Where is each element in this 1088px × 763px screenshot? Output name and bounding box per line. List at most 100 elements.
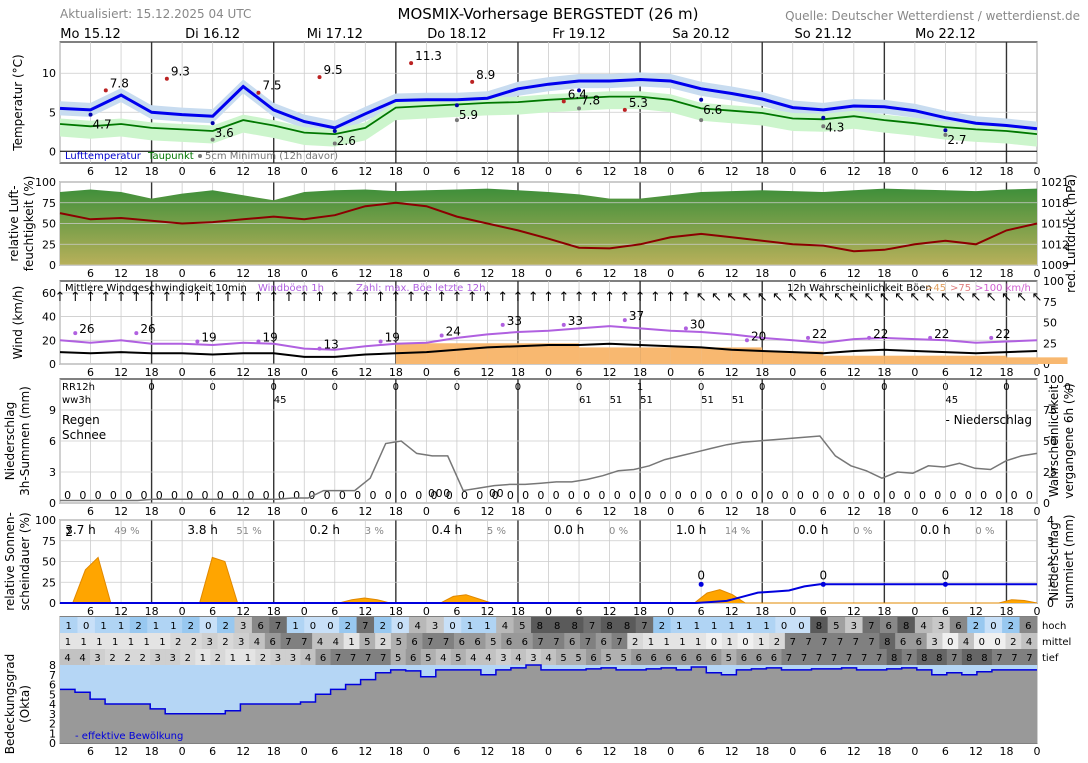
y-axis-label-2: scheindauer (%) xyxy=(18,512,32,610)
cloud-cell xyxy=(280,633,297,649)
hour-tick: 0 xyxy=(667,745,674,758)
max-gust-point xyxy=(195,339,200,344)
hour-tick: 12 xyxy=(847,605,861,618)
cloud-cell-value: 1 xyxy=(200,653,206,664)
hour-tick: 12 xyxy=(236,165,250,178)
cloud-cell-value: 1 xyxy=(727,637,733,648)
cloud-cell-value: 6 xyxy=(711,653,717,664)
y-tick: 0 xyxy=(49,145,56,158)
cloud-cell xyxy=(658,633,676,649)
cloud-cell-value: 1 xyxy=(746,621,752,632)
hour-tick: 0 xyxy=(789,165,796,178)
hour-tick: 18 xyxy=(877,366,891,379)
max-gust-label: 33 xyxy=(507,314,522,328)
precip-value: 0 xyxy=(858,489,865,502)
wind-arrow-icon: ↑ xyxy=(375,290,386,305)
y-axis-label-1: Bedeckungsgrad xyxy=(3,654,17,754)
cloud-cell xyxy=(580,633,597,649)
min-point xyxy=(454,103,459,108)
hour-tick: 0 xyxy=(423,605,430,618)
y-tick: 7 xyxy=(49,669,56,682)
legend-gust: Windböen 1h xyxy=(258,283,324,294)
hour-tick: 6 xyxy=(87,267,94,280)
cloud-cell-value: 7 xyxy=(1026,653,1032,664)
hour-tick: 18 xyxy=(145,165,159,178)
hour-tick: 12 xyxy=(969,745,983,758)
cloud-cell-value: 7 xyxy=(301,637,307,648)
max-temp-label: 9.5 xyxy=(324,63,343,77)
cloud-cell xyxy=(571,649,587,665)
precip-value: 0 xyxy=(263,489,270,502)
precip-value: 0 xyxy=(843,489,850,502)
cloud-cell xyxy=(60,649,76,665)
cloud-cell xyxy=(631,649,647,665)
cloud-cell-value: 2 xyxy=(380,621,386,632)
cloud-cell xyxy=(217,617,235,633)
cloud-cell xyxy=(199,617,218,633)
y-axis-label-1: relative Sonnen- xyxy=(3,512,17,611)
min-temp-label: 4.3 xyxy=(825,121,844,135)
hour-tick: 18 xyxy=(389,165,403,178)
cloud-cell xyxy=(150,649,166,665)
cloud-cell xyxy=(832,633,849,649)
wind-arrow-icon: ↑ xyxy=(253,290,264,305)
legend-prob: 12h Wahrscheinlichkeit Böen xyxy=(787,283,932,294)
ground-min-point xyxy=(577,106,582,111)
cloud-cell-value: 1 xyxy=(663,637,669,648)
hour-tick: 0 xyxy=(423,505,430,518)
cloud-cell-value: 5 xyxy=(396,637,402,648)
max-temp-label: 8.9 xyxy=(476,68,495,82)
hour-tick: 6 xyxy=(87,366,94,379)
hour-tick: 6 xyxy=(209,267,216,280)
y-tick: 100 xyxy=(35,176,56,189)
cum-point xyxy=(698,581,704,587)
cloud-cell-value: 6 xyxy=(257,621,263,632)
cloud-cell xyxy=(249,633,266,649)
cloud-cell xyxy=(525,649,542,665)
cloud-cell xyxy=(138,633,156,649)
rr12h-value: 0 xyxy=(820,382,826,393)
legend-p45: >45 xyxy=(925,283,946,294)
precip-legend: - Niederschlag xyxy=(945,413,1032,427)
cloud-cell xyxy=(300,649,317,665)
cloud-cell xyxy=(784,633,802,649)
wind-arrow-icon: ↑ xyxy=(513,290,524,305)
hour-tick: 6 xyxy=(942,505,949,518)
hour-tick: 6 xyxy=(331,366,338,379)
cloud-cell xyxy=(827,617,846,633)
gust-prob-bar xyxy=(853,355,885,364)
hour-tick: 12 xyxy=(847,267,861,280)
precip-value: 0 xyxy=(171,489,178,502)
cloud-cell-value: 5 xyxy=(726,653,732,664)
wind-arrow-icon: ↑ xyxy=(222,290,233,305)
wind-arrow-icon: ↖ xyxy=(909,290,920,305)
cloud-cell-value: 1 xyxy=(230,653,236,664)
hour-tick: 12 xyxy=(236,366,250,379)
pressure-line xyxy=(59,201,1038,253)
hour-tick: 12 xyxy=(603,745,617,758)
cloud-cell-value: 5 xyxy=(455,653,461,664)
wind-arrow-icon: ↑ xyxy=(436,290,447,305)
hour-tick: 18 xyxy=(145,366,159,379)
cloud-cell xyxy=(653,617,672,633)
hour-tick: 18 xyxy=(267,505,281,518)
cloud-cell-value: 7 xyxy=(443,637,449,648)
cloud-cell xyxy=(871,649,888,665)
hour-tick: 12 xyxy=(847,366,861,379)
cloud-cell xyxy=(359,633,376,649)
legend-min-marker xyxy=(198,154,202,158)
mean-wind-line xyxy=(59,342,1038,358)
hour-tick: 0 xyxy=(301,505,308,518)
cloud-cell-value: 5 xyxy=(575,653,581,664)
cloud-cell xyxy=(540,649,557,665)
cloud-cell xyxy=(390,649,407,665)
wind-arrow-icon: ↖ xyxy=(803,290,814,305)
gust-prob-bar xyxy=(456,343,488,364)
hour-tick: 12 xyxy=(725,505,739,518)
hour-tick: 0 xyxy=(911,267,918,280)
hour-tick: 6 xyxy=(576,267,583,280)
max-gust-point xyxy=(73,331,78,336)
cloud-cell xyxy=(516,633,534,649)
hour-tick: 18 xyxy=(633,267,647,280)
cloud-cell-value: 0 xyxy=(798,621,804,632)
